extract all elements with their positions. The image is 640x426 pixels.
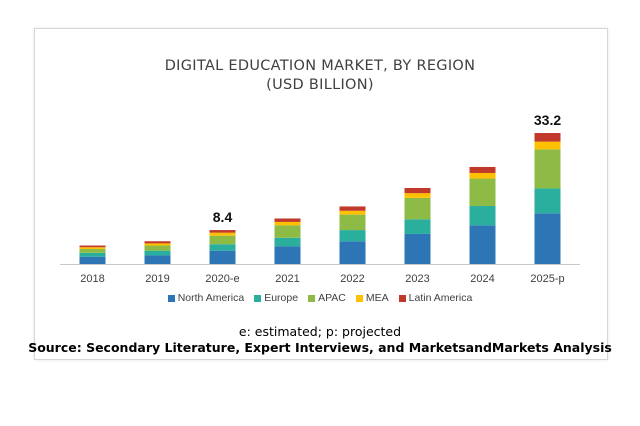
legend-swatch	[167, 294, 175, 302]
bar-segment-north-america-2019	[144, 255, 171, 264]
bar-segment-latin-america-2022	[339, 206, 366, 211]
bar-segment-europe-2024	[469, 206, 496, 226]
bar-segment-mea-2018	[79, 247, 106, 249]
x-tick-label: 2019	[145, 273, 169, 285]
total-label: 8.4	[213, 209, 233, 225]
x-tick-label: 2023	[405, 273, 429, 285]
bar-segment-mea-2020-e	[209, 232, 236, 236]
bar-segment-north-america-2022	[339, 241, 366, 264]
legend-label: Latin America	[408, 292, 473, 304]
bar-segment-europe-2023	[404, 219, 431, 234]
bar-segment-latin-america-2021	[274, 218, 301, 222]
legend-label: Europe	[264, 292, 299, 304]
bar-segment-latin-america-2025-p	[534, 133, 561, 142]
bar-segment-north-america-2021	[274, 246, 301, 264]
bar-segment-apac-2019	[144, 245, 171, 251]
legend-item: MEA	[355, 292, 389, 304]
bar-segment-apac-2024	[469, 178, 496, 207]
bar-segment-europe-2025-p	[534, 188, 561, 214]
chart-frame	[34, 28, 608, 360]
x-tick-label: 2021	[275, 273, 299, 285]
x-tick-label: 2018	[80, 273, 104, 285]
bar-segment-europe-2018	[79, 252, 106, 257]
legend-swatch	[398, 294, 406, 302]
bar-segment-apac-2025-p	[534, 149, 561, 189]
x-tick-label: 2025-p	[530, 273, 564, 285]
footnote: e: estimated; p: projected	[238, 324, 402, 339]
bar-segment-north-america-2020-e	[209, 250, 236, 264]
total-label: 33.2	[534, 112, 561, 128]
x-tick-label: 2022	[340, 273, 364, 285]
bar-segment-mea-2025-p	[534, 141, 561, 150]
source-note: Source: Secondary Literature, Expert Int…	[28, 340, 612, 355]
legend-label: APAC	[318, 292, 346, 304]
bar-segment-north-america-2023	[404, 233, 431, 264]
legend-item: Latin America	[398, 292, 473, 304]
bar-segment-europe-2022	[339, 230, 366, 242]
legend-item: Europe	[254, 292, 298, 304]
legend-item: APAC	[308, 292, 346, 304]
bar-segment-north-america-2018	[79, 256, 106, 264]
legend-swatch	[355, 294, 363, 302]
bar-segment-europe-2021	[274, 237, 301, 247]
bar-segment-latin-america-2018	[79, 245, 106, 248]
bar-segment-apac-2021	[274, 225, 301, 238]
x-tick-label: 2020-e	[205, 273, 239, 285]
bar-segment-latin-america-2019	[144, 241, 171, 244]
legend-label: MEA	[365, 292, 389, 304]
bar-segment-europe-2019	[144, 250, 171, 256]
bar-segment-apac-2020-e	[209, 235, 236, 245]
bar-segment-apac-2022	[339, 214, 366, 231]
bar-segment-mea-2022	[339, 210, 366, 215]
chart-subtitle: (USD BILLION)	[266, 77, 374, 93]
bar-segment-mea-2021	[274, 221, 301, 226]
bar-segment-latin-america-2024	[469, 166, 496, 173]
bar-segment-mea-2024	[469, 172, 496, 179]
bar-segment-apac-2023	[404, 197, 431, 220]
legend-swatch	[308, 294, 316, 302]
legend-label: North America	[177, 292, 245, 304]
bar-segment-latin-america-2023	[404, 187, 431, 194]
bar-segment-latin-america-2020-e	[209, 230, 236, 233]
chart-title: DIGITAL EDUCATION MARKET, BY REGION	[164, 58, 476, 74]
bar-segment-europe-2020-e	[209, 244, 236, 251]
bar-segment-north-america-2025-p	[534, 213, 561, 264]
chart-legend: North America Europe APAC MEA Latin America	[0, 292, 640, 304]
legend-swatch	[254, 294, 262, 302]
x-tick-label: 2024	[470, 273, 494, 285]
bar-segment-mea-2019	[144, 243, 171, 246]
legend-item: North America	[167, 292, 245, 304]
bar-segment-apac-2018	[79, 248, 106, 253]
bar-segment-north-america-2024	[469, 225, 496, 264]
bar-segment-mea-2023	[404, 193, 431, 198]
